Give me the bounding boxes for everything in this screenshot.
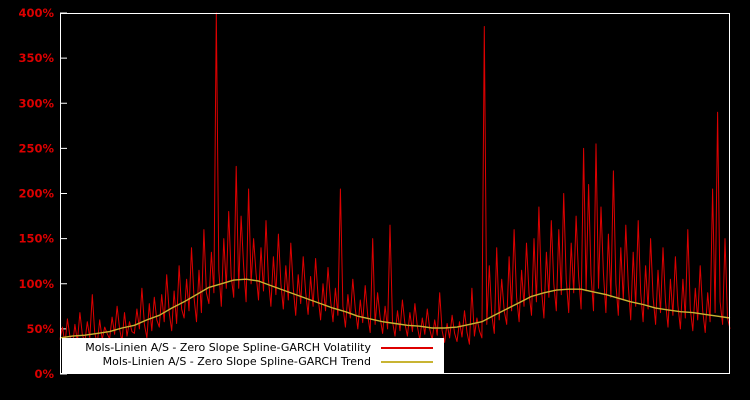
y-tick-label: 50% bbox=[26, 322, 54, 336]
y-tick-label: 100% bbox=[18, 277, 54, 291]
y-tick-label: 350% bbox=[18, 51, 54, 65]
legend-label-volatility: Mols-Linien A/S - Zero Slope Spline-GARC… bbox=[85, 341, 371, 354]
legend: Mols-Linien A/S - Zero Slope Spline-GARC… bbox=[62, 338, 444, 373]
y-tick-label: 150% bbox=[18, 232, 54, 246]
trend-series bbox=[59, 278, 731, 339]
legend-label-trend: Mols-Linien A/S - Zero Slope Spline-GARC… bbox=[102, 355, 371, 368]
plot-border bbox=[60, 13, 730, 374]
volatility-series bbox=[59, 12, 731, 348]
y-tick-label: 200% bbox=[18, 187, 54, 201]
y-tick-label: 250% bbox=[18, 141, 54, 155]
legend-line-sample-trend bbox=[381, 361, 433, 363]
y-tick-label: 0% bbox=[34, 367, 54, 381]
y-tick-label: 400% bbox=[18, 6, 54, 20]
legend-line-sample-volatility bbox=[381, 347, 433, 349]
legend-item-volatility: Mols-Linien A/S - Zero Slope Spline-GARC… bbox=[73, 341, 433, 355]
legend-item-trend: Mols-Linien A/S - Zero Slope Spline-GARC… bbox=[73, 355, 433, 369]
y-tick-label: 300% bbox=[18, 96, 54, 110]
